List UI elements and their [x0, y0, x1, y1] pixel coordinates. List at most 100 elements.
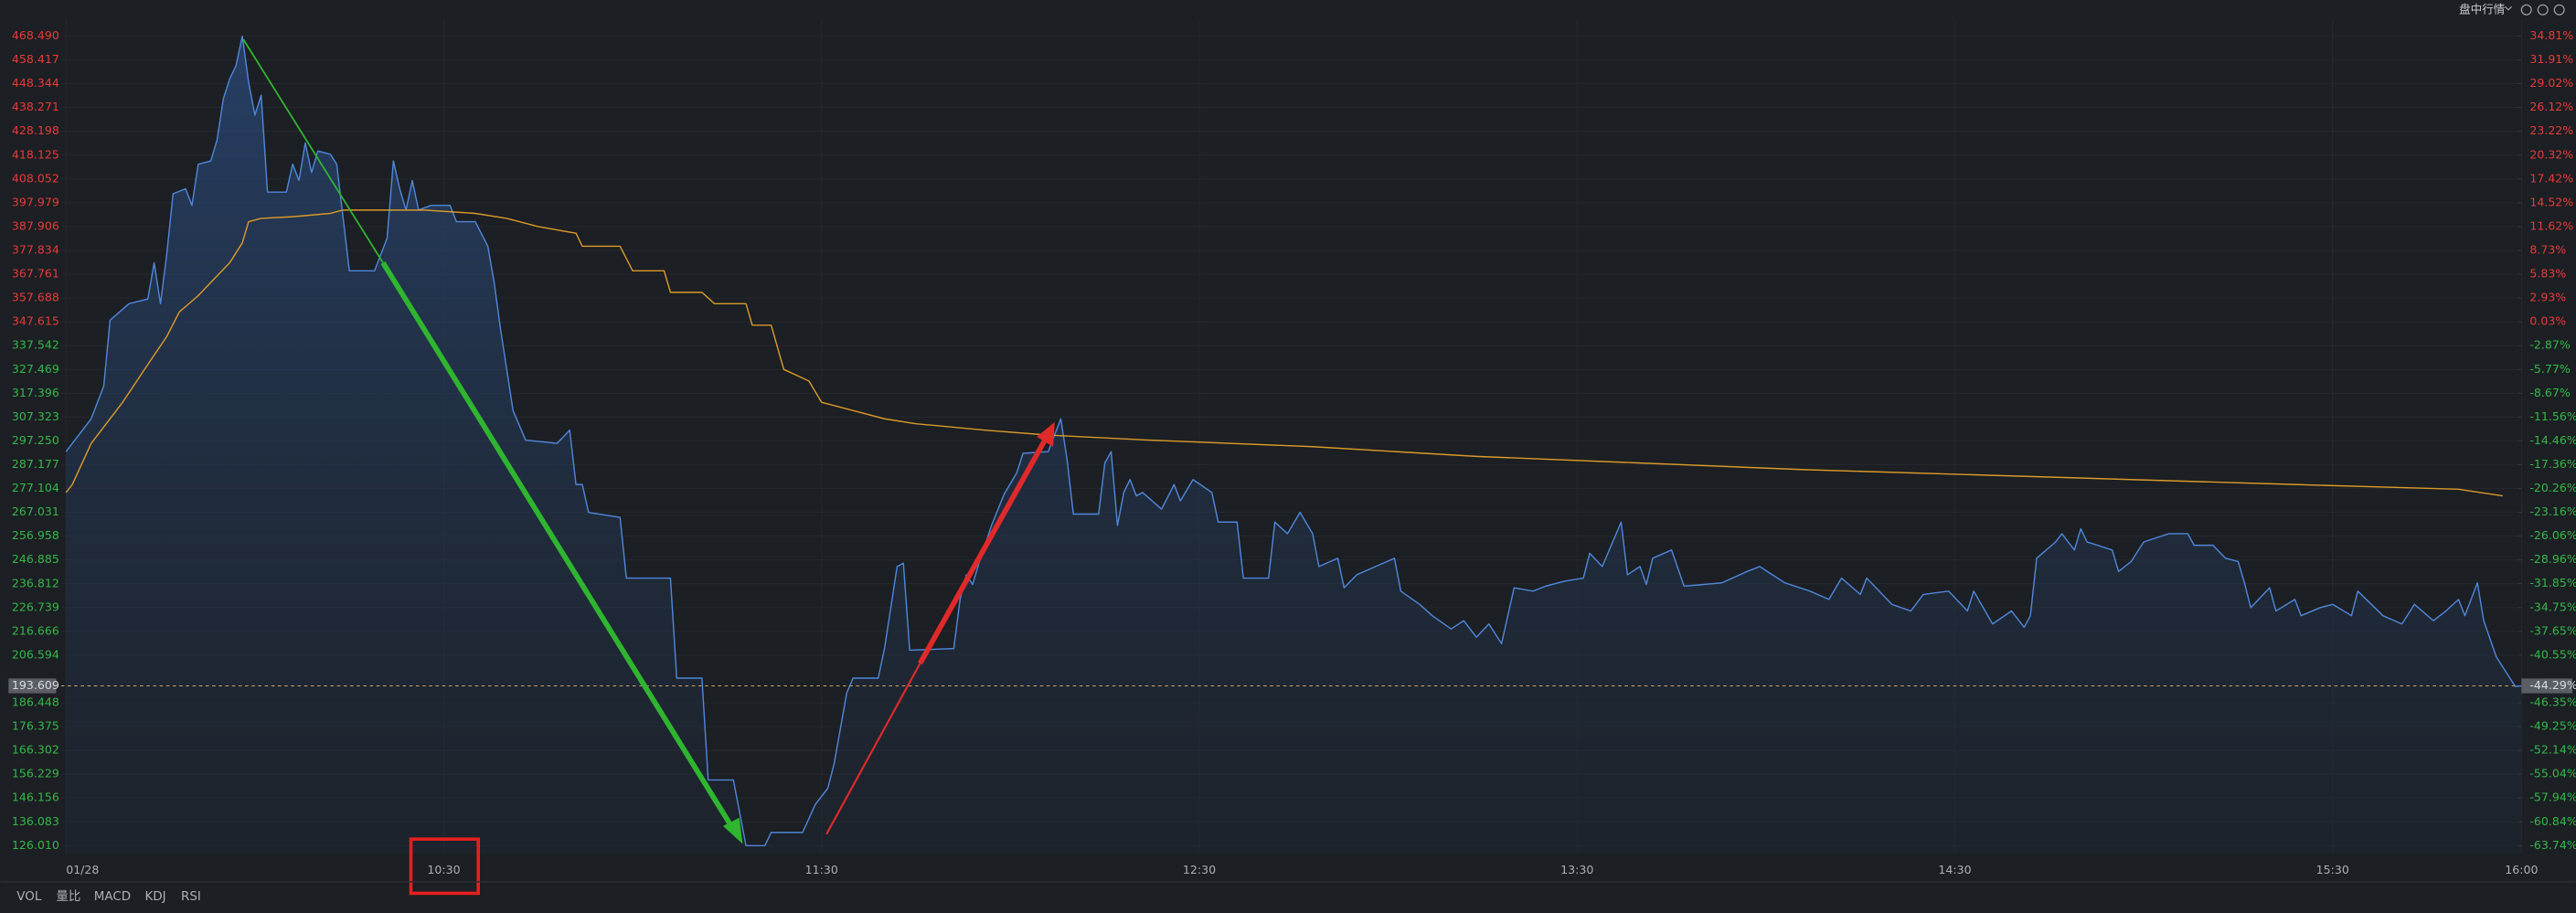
- tabs: VOL 量比 MACD KDJ RSI: [16, 889, 201, 904]
- plot: [60, 35, 2522, 855]
- indicator-tab[interactable]: RSI: [181, 889, 201, 904]
- settings-icon[interactable]: [2537, 4, 2549, 16]
- y2-tick-label: 17.42%: [2529, 171, 2573, 185]
- y-tick-label: 287.177: [12, 457, 59, 471]
- y2-tick-label: -52.14%: [2529, 743, 2576, 757]
- indicator-tab[interactable]: 量比: [56, 889, 80, 904]
- y2-tick-label: 11.62%: [2529, 218, 2573, 232]
- y2-tick-label: -31.85%: [2529, 576, 2576, 589]
- y-tick-label: 226.739: [12, 600, 59, 613]
- y2-tick-label: -14.46%: [2529, 433, 2576, 447]
- x-tick-label: 11:30: [805, 863, 838, 876]
- y2-tick-label: -34.75%: [2529, 600, 2576, 613]
- y2-tick-label: -28.96%: [2529, 552, 2576, 566]
- y-tick-label: 307.323: [12, 409, 59, 423]
- x-tick-label: 14:30: [1938, 863, 1971, 876]
- y-tick-label: 156.229: [12, 767, 59, 780]
- x-tick-label: 13:30: [1560, 863, 1593, 876]
- last-change-box: [2521, 678, 2573, 694]
- y-tick-label: 186.448: [12, 695, 59, 709]
- annotations: [242, 38, 1055, 896]
- x-tick-label: 16:00: [2505, 863, 2538, 876]
- y-tick-label: 236.812: [12, 576, 59, 589]
- y2-tick-label: -26.06%: [2529, 528, 2576, 542]
- y-tick-label: 256.958: [12, 528, 59, 542]
- y-tick-label: 337.542: [12, 338, 59, 352]
- line: [65, 35, 2522, 847]
- y-tick-label: 458.417: [12, 52, 59, 66]
- y-tick-label: 267.031: [12, 504, 59, 518]
- last-price-label: 193.609: [12, 678, 59, 692]
- green-arrow-thin: [242, 38, 384, 263]
- toolbar: 盘中行情: [2459, 2, 2565, 16]
- y2-tick-label: 26.12%: [2529, 100, 2573, 113]
- y-tick-label: 347.615: [12, 314, 59, 328]
- y-tick-label: 136.083: [12, 814, 59, 828]
- y-tick-label: 146.156: [12, 791, 59, 804]
- red-arrowhead: [1037, 421, 1055, 447]
- y2-tick-label: -11.56%: [2529, 409, 2576, 423]
- y2-tick-label: 2.93%: [2529, 291, 2566, 304]
- y2-tick-label: -63.74%: [2529, 838, 2576, 852]
- last-price-box: [8, 678, 57, 694]
- last-change-label: -44.29%: [2529, 678, 2576, 692]
- y2-tick-label: 29.02%: [2529, 76, 2573, 90]
- y-tick-label: 246.885: [12, 552, 59, 566]
- y-tick-label: 468.490: [12, 28, 59, 42]
- y2-tick-label: -57.94%: [2529, 791, 2576, 804]
- close-icon[interactable]: [2553, 4, 2565, 16]
- y2-tick-label: -37.65%: [2529, 623, 2576, 637]
- y2-tick-label: 34.81%: [2529, 28, 2573, 42]
- indicator-tab[interactable]: KDJ: [144, 889, 165, 904]
- x-tick-label: 01/28: [66, 863, 99, 876]
- line: [65, 209, 2503, 497]
- x-tick-label: 15:30: [2316, 863, 2349, 876]
- y2-tick-label: 8.73%: [2529, 242, 2566, 256]
- y-tick-label: 428.198: [12, 123, 59, 137]
- y-tick-label: 408.052: [12, 171, 59, 185]
- y2-tick-label: -55.04%: [2529, 767, 2576, 780]
- y2-tick-label: 0.03%: [2529, 314, 2566, 328]
- y2-tick-label: -5.77%: [2529, 362, 2571, 376]
- y2-tick-label: -20.26%: [2529, 481, 2576, 494]
- highlight-box: [409, 837, 480, 896]
- y-tick-label: 327.469: [12, 362, 59, 376]
- red-arrow: [918, 439, 1048, 665]
- y-tick-label: 206.594: [12, 647, 59, 661]
- y2-tick-label: 5.83%: [2529, 267, 2566, 281]
- area: [66, 36, 2522, 855]
- y-tick-label: 176.375: [12, 719, 59, 733]
- y2-tick-label: 20.32%: [2529, 147, 2573, 161]
- y2-tick-label: -49.25%: [2529, 719, 2576, 733]
- x-tick-label: 10:30: [427, 863, 460, 876]
- toolbar-title[interactable]: 盘中行情: [2459, 2, 2506, 16]
- y2-tick-label: -46.35%: [2529, 695, 2576, 709]
- y-tick-label: 297.250: [12, 433, 59, 447]
- y-tick-label: 448.344: [12, 76, 59, 90]
- red-arrow-thin: [825, 663, 921, 835]
- dropdown-icon[interactable]: [2504, 5, 2513, 11]
- y2-tick-label: 23.22%: [2529, 123, 2573, 137]
- axes: 468.490 458.417 448.344 438.271 428.198 418.1…: [8, 28, 2576, 876]
- y2-tick-label: 31.91%: [2529, 52, 2573, 66]
- y-tick-label: 387.906: [12, 218, 59, 232]
- y2-tick-label: -60.84%: [2529, 814, 2576, 828]
- y-tick-label: 126.010: [12, 838, 59, 852]
- y-tick-label: 418.125: [12, 147, 59, 161]
- y-tick-label: 397.979: [12, 195, 59, 208]
- y2-tick-label: -2.87%: [2529, 338, 2571, 352]
- y-tick-label: 377.834: [12, 243, 59, 257]
- y2-tick-label: -23.16%: [2529, 504, 2576, 518]
- refresh-icon[interactable]: [2520, 4, 2532, 16]
- y-tick-label: 166.302: [12, 743, 59, 757]
- y2-tick-label: 14.52%: [2529, 195, 2573, 208]
- x-tick-label: 12:30: [1183, 863, 1216, 876]
- indicator-tab[interactable]: VOL: [16, 889, 42, 904]
- green-arrow: [380, 260, 734, 828]
- indicator-tab[interactable]: MACD: [94, 889, 131, 904]
- y-tick-label: 357.688: [12, 291, 59, 304]
- green-arrowhead: [722, 817, 743, 844]
- y2-tick-label: -17.36%: [2529, 457, 2576, 471]
